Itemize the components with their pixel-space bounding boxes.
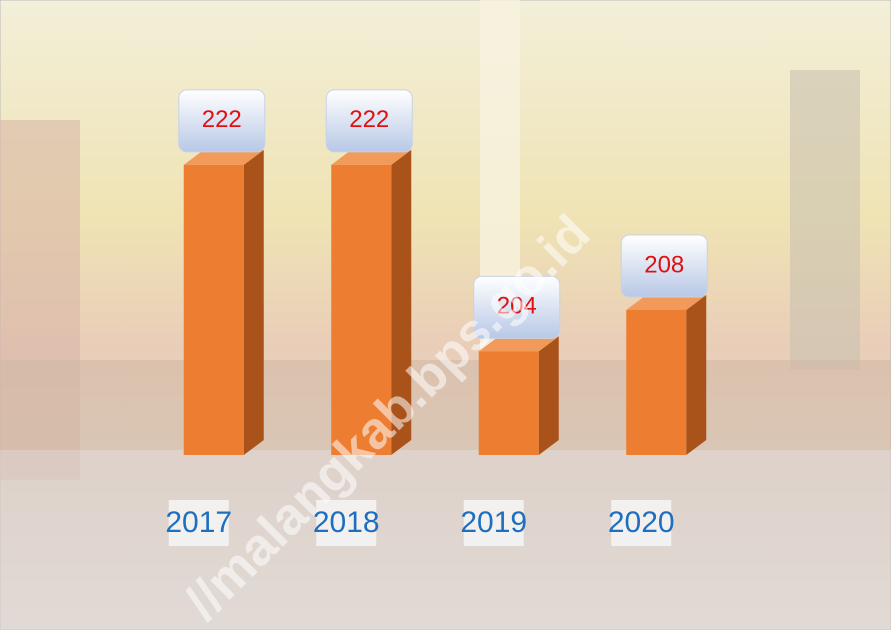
bar	[331, 164, 392, 455]
value-label-box	[473, 275, 561, 339]
x-tick-label: 2018	[313, 506, 380, 539]
bar-side	[686, 294, 707, 455]
x-tick-label-box	[463, 500, 524, 546]
bar-side	[538, 336, 559, 455]
value-label: 204	[497, 293, 537, 320]
bar-side	[243, 149, 264, 455]
x-tick-label-box	[611, 500, 672, 546]
value-label-box	[325, 89, 413, 153]
bar-top	[331, 149, 412, 165]
bar-top	[626, 294, 707, 310]
value-label: 222	[202, 106, 242, 133]
background-table	[0, 360, 891, 450]
value-label-box	[178, 89, 266, 153]
bar-top	[478, 336, 559, 352]
value-label-box	[620, 234, 708, 298]
x-tick-label: 2017	[165, 506, 232, 539]
value-label: 208	[644, 251, 684, 278]
bar-side	[391, 149, 412, 455]
bar	[183, 164, 244, 455]
x-tick-label: 2020	[608, 506, 675, 539]
bar-top	[183, 149, 264, 165]
background-door	[790, 70, 860, 370]
bar	[478, 351, 539, 455]
x-tick-label: 2019	[460, 506, 527, 539]
background-floor	[0, 450, 891, 630]
value-label: 222	[349, 106, 389, 133]
x-tick-label-box	[168, 500, 229, 546]
x-tick-label-box	[316, 500, 377, 546]
bar	[626, 309, 687, 455]
